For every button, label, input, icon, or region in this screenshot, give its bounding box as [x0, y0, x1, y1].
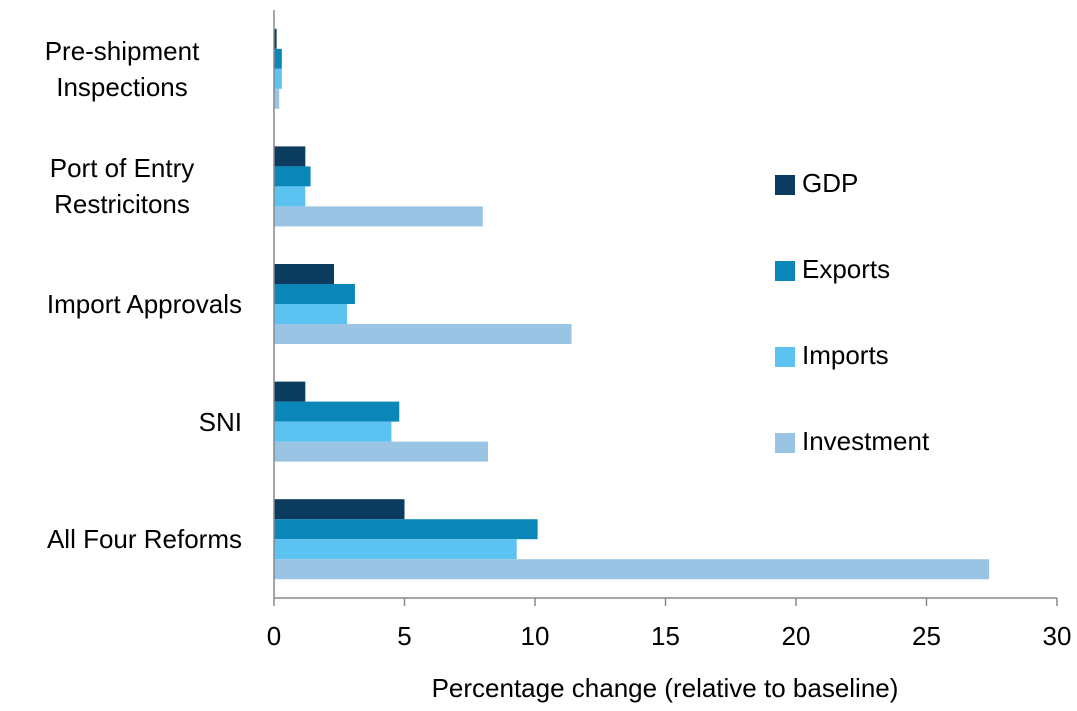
x-tick-label: 15: [651, 621, 680, 651]
bar: [274, 206, 483, 227]
category-text: Port of Entry Restricitons: [49, 153, 195, 220]
bar: [274, 68, 282, 89]
legend-swatch: [775, 261, 795, 281]
bar: [274, 401, 400, 422]
x-axis-label: Percentage change (relative to baseline): [432, 673, 899, 703]
bar: [274, 88, 280, 109]
category-label: Pre-shipment Inspections: [2, 33, 242, 105]
bar: [274, 28, 277, 49]
bar: [274, 559, 990, 580]
x-tick-label: 25: [912, 621, 941, 651]
category-text: Import Approvals: [46, 289, 242, 319]
legend-label: Exports: [802, 254, 890, 284]
x-tick-label: 10: [521, 621, 550, 651]
bar: [274, 421, 392, 442]
x-tick-label: 30: [1043, 621, 1072, 651]
category-label: Import Approvals: [47, 286, 242, 322]
category-label: Port of Entry Restricitons: [2, 150, 242, 222]
category-text: Pre-shipment Inspections: [44, 35, 200, 102]
legend-swatch: [775, 347, 795, 367]
bar: [274, 499, 405, 520]
bar: [274, 304, 348, 324]
bar: [274, 324, 572, 344]
category-label: SNI: [199, 404, 242, 440]
bar: [274, 264, 335, 284]
bar: [274, 48, 282, 69]
bar: [274, 146, 306, 167]
category-text: SNI: [198, 406, 242, 437]
legend-swatch: [775, 433, 795, 453]
x-tick-label: 20: [782, 621, 811, 651]
bar: [274, 166, 311, 187]
bar: [274, 519, 538, 540]
bar: [274, 381, 306, 402]
x-tick-label: 0: [267, 621, 281, 651]
legend-label: Imports: [802, 340, 889, 370]
bar: [274, 186, 306, 207]
bar: [274, 441, 489, 462]
category-label: All Four Reforms: [47, 521, 242, 557]
category-text: All Four Reforms: [46, 524, 242, 555]
bar: [274, 284, 355, 304]
legend-swatch: [775, 175, 795, 195]
legend-label: GDP: [802, 168, 858, 198]
bar: [274, 539, 517, 560]
legend-label: Investment: [802, 426, 930, 456]
x-tick-label: 5: [397, 621, 411, 651]
